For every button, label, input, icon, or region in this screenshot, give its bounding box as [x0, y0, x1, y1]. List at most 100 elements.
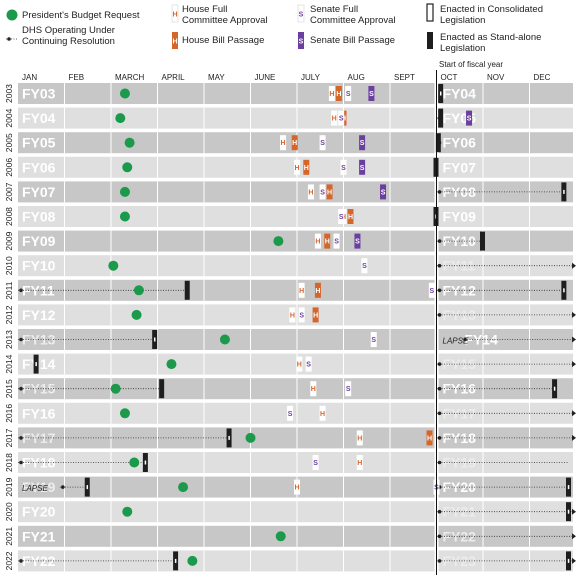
legend-house-passage-letter: H — [172, 39, 177, 46]
house-committee-marker — [280, 135, 287, 151]
house-committee-marker-letter: H — [297, 362, 302, 369]
cr-arrow — [572, 336, 576, 343]
house-committee-marker — [356, 430, 363, 446]
enacted-standalone-marker — [184, 280, 190, 300]
senate-passage-marker — [466, 110, 473, 126]
month-label: OCT — [441, 73, 458, 82]
year-row: 2006 FY06 FY07 H H S S — [4, 156, 573, 178]
enacted-consolidated-notch — [553, 386, 556, 391]
legend-house-committee-marker — [171, 4, 179, 23]
year-row: 2021 FY21 FY22 — [4, 525, 576, 547]
year-row: 2022 FY22 FY23 — [4, 550, 576, 572]
senate-passage-marker-letter: S — [355, 239, 360, 246]
cr-arrow — [572, 508, 576, 515]
cr-start-dot — [19, 559, 23, 563]
row-band-left — [18, 550, 435, 572]
year-row: 2019FY19FY20LAPSEHS — [4, 476, 573, 498]
senate-committee-marker-letter: S — [320, 140, 325, 147]
year-label: 2013 — [4, 330, 14, 349]
house-committee-marker-letter: H — [308, 189, 313, 196]
house-committee-marker — [298, 282, 305, 298]
senate-committee-marker-letter: S — [339, 116, 344, 123]
year-label: 2010 — [4, 256, 14, 275]
lapse-label: LAPSE — [443, 337, 469, 346]
senate-committee-marker — [319, 184, 326, 200]
cr-start-dot — [463, 337, 467, 342]
cr-start-dot — [19, 337, 23, 342]
cr-start-dot — [437, 411, 442, 416]
house-passage-marker — [324, 233, 331, 249]
month-label: MARCH — [115, 73, 145, 82]
legend-senate-committee-marker — [297, 4, 305, 23]
row-band-left — [18, 132, 435, 154]
row-band-right — [438, 255, 573, 277]
house-committee-marker-letter: H — [332, 116, 337, 123]
senate-committee-marker — [305, 356, 312, 372]
year-label: 2015 — [4, 379, 14, 398]
row-band-right — [438, 353, 573, 375]
row-band-left — [18, 107, 435, 129]
senate-committee-marker — [338, 209, 345, 224]
budget-request-dot — [129, 457, 140, 468]
senate-committee-marker-letter: S — [320, 189, 325, 196]
cr-arrow — [572, 361, 576, 368]
enacted-consolidated-notch — [563, 189, 565, 194]
house-committee-marker-letter: H — [329, 91, 334, 98]
year-label: 2014 — [4, 354, 14, 373]
cr-start-dot — [19, 460, 23, 465]
enacted-consolidated-notch — [86, 485, 89, 490]
legend-standalone-label-2: Legislation — [440, 43, 485, 54]
budget-request-dot — [275, 531, 286, 542]
budget-request-dot — [133, 285, 144, 296]
senate-passage-marker — [368, 86, 375, 101]
cr-start-dot — [19, 436, 23, 440]
enacted-consolidated-notch — [439, 91, 442, 96]
row-band-left — [18, 181, 435, 203]
row-band-right — [438, 279, 573, 301]
year-row: 2005 FY05 FY06 H H S S — [4, 132, 573, 154]
house-committee-marker — [331, 110, 338, 126]
row-band-right — [438, 452, 573, 473]
house-committee-marker — [289, 307, 296, 323]
senate-committee-marker — [340, 159, 347, 175]
house-committee-marker-letter: H — [357, 435, 362, 442]
month-label: SEPT — [394, 73, 415, 82]
row-band-left — [18, 353, 435, 375]
legend-cr-label-1: DHS Operating Under — [22, 25, 115, 36]
senate-passage-marker — [380, 184, 387, 200]
month-label: JUNE — [255, 73, 276, 82]
house-passage-marker-letter: H — [325, 239, 330, 246]
month-label: DEC — [534, 73, 551, 82]
senate-committee-marker — [345, 381, 352, 397]
month-label: MAY — [208, 73, 225, 82]
year-label: 2003 — [4, 84, 14, 103]
legend: President's Budget Request DHS Operating… — [6, 3, 543, 54]
budget-request-dot — [122, 506, 133, 517]
budget-request-dot — [178, 482, 189, 493]
cr-arrow — [572, 533, 576, 540]
row-band-left — [18, 452, 435, 473]
year-rows: 2003FY03FY04HHSS2004FY04FY05HHSS2005FY05… — [4, 70, 576, 575]
legend-senate-committee-letter: S — [299, 12, 304, 19]
senate-committee-marker-letter: S — [362, 263, 367, 270]
legend-house-committee-label-2: Committee Approval — [182, 15, 268, 26]
year-label: 2006 — [4, 158, 14, 177]
enacted-consolidated-notch — [228, 435, 230, 440]
cr-start-dot — [437, 436, 442, 440]
house-committee-marker — [294, 479, 300, 495]
cr-start-dot — [437, 239, 442, 243]
enacted-consolidated-notch — [35, 362, 37, 367]
fy-label-left: FY19 — [22, 479, 56, 495]
fy-label-left: FY07 — [22, 184, 56, 200]
year-row: 2020 FY20 FY21 — [4, 501, 576, 523]
row-band-right — [438, 83, 573, 104]
cr-start-dot — [437, 460, 442, 465]
row-band-right — [438, 206, 573, 227]
budget-request-dot — [115, 113, 126, 124]
house-committee-marker — [310, 381, 317, 397]
senate-passage-marker-letter: S — [381, 189, 386, 196]
fy-label-right: FY14 — [464, 332, 498, 348]
house-committee-marker-letter: H — [315, 239, 320, 246]
